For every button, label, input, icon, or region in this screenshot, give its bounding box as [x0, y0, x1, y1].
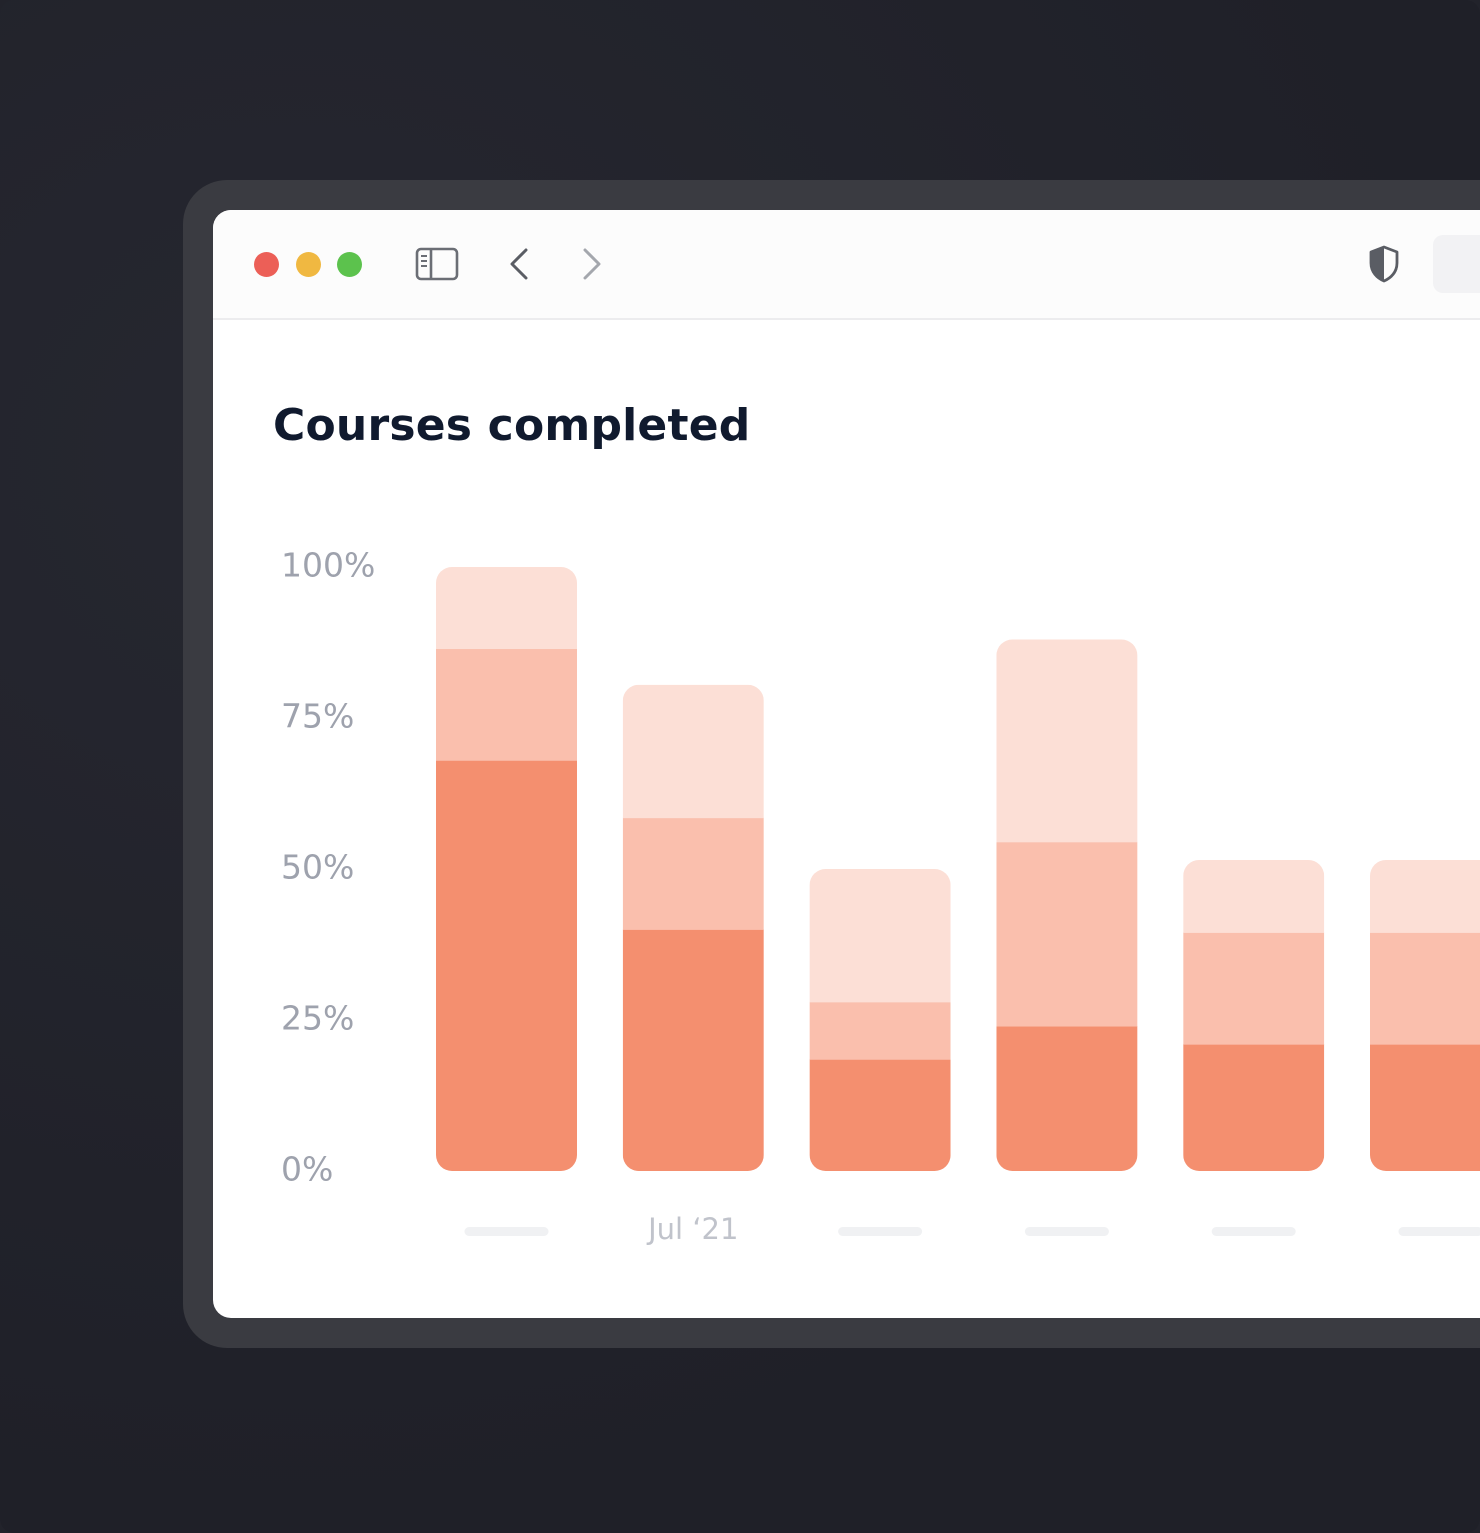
forward-chevron-icon[interactable] — [579, 246, 605, 282]
x-tick-placeholder — [464, 1227, 549, 1236]
bar-segment-1 — [622, 817, 764, 930]
x-tick-placeholder — [838, 1227, 923, 1236]
minimize-window-button[interactable] — [296, 252, 321, 277]
bar-segment-2 — [436, 567, 577, 650]
bar-segment-0 — [809, 1059, 951, 1171]
close-window-button[interactable] — [254, 252, 279, 277]
bar-3[interactable] — [996, 639, 1138, 1172]
browser-toolbar — [213, 210, 1480, 320]
bar-segment-1 — [1183, 932, 1325, 1045]
bar-4[interactable] — [1183, 859, 1325, 1172]
x-tick-placeholder — [1398, 1227, 1480, 1236]
bar-segment-0 — [1183, 1044, 1325, 1171]
bar-segment-0 — [436, 760, 577, 1171]
y-tick-label: 50% — [281, 848, 354, 887]
bar-segment-0 — [1370, 1044, 1480, 1171]
address-bar[interactable] — [1433, 235, 1480, 293]
bar-segment-1 — [1370, 932, 1480, 1045]
x-tick-placeholder — [1024, 1227, 1109, 1236]
y-tick-label: 25% — [281, 999, 354, 1038]
stacked-bar-chart: 0% 25% 50% 75% 100% Jul ‘21 — [281, 546, 1480, 1246]
privacy-shield-icon[interactable] — [1367, 244, 1401, 284]
bar-segment-1 — [996, 841, 1138, 1027]
bar-segment-1 — [809, 1001, 951, 1060]
bar-segment-2 — [996, 639, 1138, 843]
x-tick-label: Jul ‘21 — [646, 1212, 738, 1246]
zoom-window-button[interactable] — [337, 252, 362, 277]
bar-segment-0 — [622, 929, 764, 1171]
bar-segment-2 — [809, 869, 951, 1003]
y-tick-label: 0% — [281, 1150, 333, 1189]
bar-1[interactable] — [622, 684, 764, 1172]
bar-segment-1 — [436, 648, 577, 761]
sidebar-toggle-icon[interactable] — [415, 246, 459, 282]
bar-segment-0 — [996, 1026, 1138, 1172]
y-tick-label: 100% — [281, 546, 375, 585]
bar-2[interactable] — [809, 869, 951, 1172]
back-chevron-icon[interactable] — [506, 246, 532, 282]
y-tick-label: 75% — [281, 697, 354, 736]
bar-segment-2 — [622, 684, 764, 819]
bar-0[interactable] — [436, 567, 577, 1172]
chart-title: Courses completed — [273, 400, 751, 451]
x-tick-placeholder — [1211, 1227, 1296, 1236]
bar-segment-2 — [1370, 859, 1480, 933]
bar-segment-2 — [1183, 859, 1325, 933]
bar-5[interactable] — [1370, 859, 1480, 1172]
browser-window: Courses completed 0% 25% 50% 75% 100% Jul ‘21 — [213, 210, 1480, 1318]
